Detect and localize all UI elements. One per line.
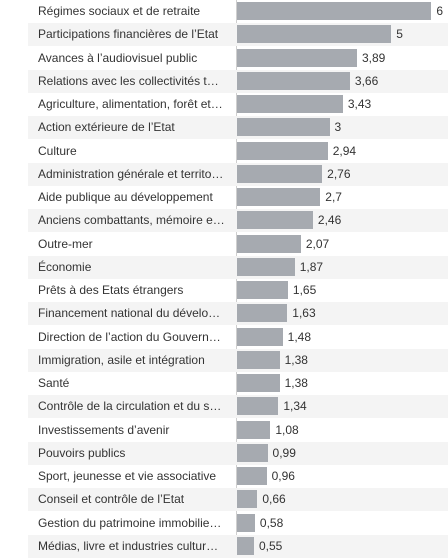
bar-row: Direction de l’action du Gouvern… 1,48 <box>28 326 448 349</box>
category-label: Agriculture, alimentation, forêt et… <box>38 97 223 111</box>
bar[interactable] <box>237 257 295 276</box>
bar[interactable] <box>237 211 313 230</box>
category-label: Économie <box>38 259 92 274</box>
value-label: 0,66 <box>262 492 286 507</box>
bar-row: Régimes sociaux et de retraite 6 <box>28 0 448 23</box>
bar[interactable] <box>237 443 268 462</box>
value-label: 1,87 <box>299 259 324 274</box>
value-label: 6 <box>436 4 444 18</box>
value-label: 0,58 <box>259 515 284 530</box>
bar[interactable] <box>237 397 279 416</box>
bar-row: Investissements d’avenir 1,08 <box>28 419 448 442</box>
bar-row: Culture 2,94 <box>28 140 448 163</box>
category-axis-line <box>236 0 237 558</box>
value-label: 2,46 <box>317 213 342 228</box>
bar[interactable] <box>237 350 280 369</box>
category-label: Médias, livre et industries cultur… <box>38 538 219 553</box>
bar-row: Participations financières de l’Etat 5 <box>28 23 448 47</box>
category-label: Conseil et contrôle de l’Etat <box>38 492 185 507</box>
category-label: Culture <box>38 143 77 158</box>
bar-row: Financement national du dévelo… 1,63 <box>28 302 448 326</box>
bar[interactable] <box>237 188 321 206</box>
bar-row: Contrôle de la circulation et du s… 1,34 <box>28 395 448 419</box>
category-label: Direction de l’action du Gouvern… <box>38 329 221 344</box>
bar[interactable] <box>237 234 301 253</box>
bar-row: Administration générale et territo… 2,76 <box>28 162 448 186</box>
bar-row: Aide publique au développement 2,7 <box>28 186 448 209</box>
value-label: 0,99 <box>272 445 296 460</box>
bar[interactable] <box>237 164 323 183</box>
value-label: 1,34 <box>283 399 307 414</box>
bar-row: Sport, jeunesse et vie associative 0,96 <box>28 465 448 488</box>
value-label: 1,38 <box>284 352 308 367</box>
bar[interactable] <box>237 2 432 20</box>
value-label: 3,43 <box>347 97 372 111</box>
bar[interactable] <box>237 141 328 160</box>
bar[interactable] <box>237 420 271 439</box>
category-label: Pouvoirs publics <box>38 445 126 460</box>
bar[interactable] <box>237 513 255 532</box>
bar-row: Conseil et contrôle de l’Etat 0,66 <box>28 488 448 512</box>
value-label: 2,94 <box>332 143 357 158</box>
value-label: 1,38 <box>284 376 308 390</box>
bar-row: Avances à l’audiovisuel public 3,89 <box>28 47 448 70</box>
value-label: 5 <box>396 27 403 42</box>
category-label: Relations avec les collectivités t… <box>38 73 219 88</box>
category-label: Gestion du patrimoine immobilie… <box>38 515 222 530</box>
bar[interactable] <box>237 281 288 299</box>
bar-row: Santé 1,38 <box>28 372 448 395</box>
category-label: Aide publique au développement <box>38 190 213 204</box>
category-label: Anciens combattants, mémoire e… <box>38 213 225 228</box>
bar-row: Économie 1,87 <box>28 255 448 279</box>
bar-chart: Régimes sociaux et de retraite 6 Participa… <box>28 0 448 558</box>
bar[interactable] <box>237 467 267 485</box>
category-label: Action extérieure de l’Etat <box>38 120 175 135</box>
bar-row: Relations avec les collectivités t… 3,66 <box>28 69 448 93</box>
category-label: Santé <box>38 376 70 390</box>
bar[interactable] <box>237 48 357 67</box>
bar-row: Médias, livre et industries cultur… 0,55 <box>28 534 448 558</box>
bar[interactable] <box>237 536 254 555</box>
bar[interactable] <box>237 490 258 509</box>
value-label: 3 <box>334 120 342 135</box>
bar-row: Outre-mer 2,07 <box>28 233 448 256</box>
category-label: Sport, jeunesse et vie associative <box>38 469 217 483</box>
value-label: 1,65 <box>292 283 317 297</box>
bar[interactable] <box>237 95 343 113</box>
bar-row: Anciens combattants, mémoire e… 2,46 <box>28 209 448 233</box>
category-label: Administration générale et territo… <box>38 166 224 181</box>
bar[interactable] <box>237 25 392 44</box>
bar[interactable] <box>237 304 288 323</box>
value-label: 3,66 <box>354 73 379 88</box>
bar-row: Prêts à des Etats étrangers 1,65 <box>28 279 448 302</box>
value-label: 3,89 <box>362 50 386 65</box>
value-label: 1,63 <box>292 306 316 321</box>
category-label: Immigration, asile et intégration <box>38 352 205 367</box>
category-label: Participations financières de l’Etat <box>38 27 219 42</box>
value-label: 2,07 <box>305 236 330 251</box>
bar[interactable] <box>237 71 350 90</box>
bar-row: Agriculture, alimentation, forêt et… 3,43 <box>28 93 448 116</box>
category-label: Contrôle de la circulation et du s… <box>38 399 222 414</box>
bar-row: Pouvoirs publics 0,99 <box>28 441 448 465</box>
bar-row: Action extérieure de l’Etat 3 <box>28 116 448 140</box>
bar-row: Immigration, asile et intégration 1,38 <box>28 348 448 372</box>
value-label: 0,55 <box>258 538 283 553</box>
category-label: Régimes sociaux et de retraite <box>38 4 201 18</box>
category-label: Avances à l’audiovisuel public <box>38 50 198 65</box>
bar-row: Gestion du patrimoine immobilie… 0,58 <box>28 512 448 535</box>
category-label: Investissements d’avenir <box>38 422 170 437</box>
bar[interactable] <box>237 327 283 346</box>
category-label: Prêts à des Etats étrangers <box>38 283 184 297</box>
category-label: Financement national du dévelo… <box>38 306 221 321</box>
bar[interactable] <box>237 118 330 137</box>
value-label: 2,7 <box>325 190 342 204</box>
bar[interactable] <box>237 374 280 392</box>
value-label: 1,48 <box>287 329 312 344</box>
category-label: Outre-mer <box>38 236 93 251</box>
value-label: 2,76 <box>327 166 351 181</box>
value-label: 1,08 <box>275 422 299 437</box>
value-label: 0,96 <box>271 469 295 483</box>
